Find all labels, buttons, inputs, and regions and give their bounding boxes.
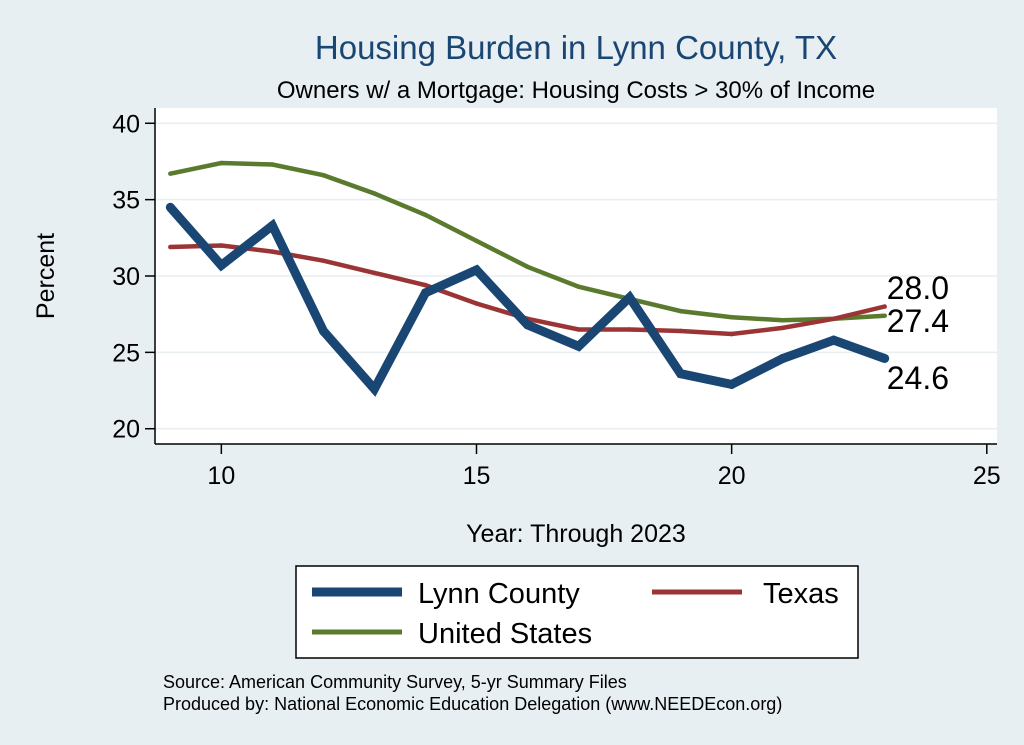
y-tick-label: 20: [112, 416, 140, 444]
data-point-united-states: [168, 171, 173, 176]
y-tick-label: 30: [112, 263, 140, 291]
data-point-united-states: [780, 318, 785, 323]
data-point-texas: [219, 243, 224, 248]
legend-label-united-states: United States: [418, 618, 592, 650]
data-point-lynn-county: [471, 265, 481, 275]
data-point-texas: [270, 249, 275, 254]
data-point-lynn-county: [880, 353, 890, 363]
data-point-united-states: [474, 238, 479, 244]
y-tick-label: 25: [112, 339, 140, 367]
producer-note: Produced by: National Economic Education…: [163, 694, 782, 714]
data-point-texas: [678, 328, 683, 334]
data-point-lynn-county: [165, 202, 175, 212]
end-label-lynn-county: 24.6: [887, 360, 949, 396]
data-point-texas: [831, 316, 836, 322]
x-tick-label: 10: [207, 462, 235, 490]
x-tick-label: 20: [718, 462, 746, 490]
data-point-united-states: [219, 160, 224, 166]
data-point-united-states: [423, 212, 428, 218]
data-point-lynn-county: [267, 221, 277, 231]
data-point-united-states: [576, 284, 581, 289]
x-tick-label: 25: [973, 462, 1001, 490]
data-point-lynn-county: [829, 335, 839, 345]
data-point-lynn-county: [216, 260, 226, 270]
data-point-texas: [372, 270, 377, 276]
x-axis-ticks: 10 15 20 25: [207, 444, 1001, 490]
data-point-texas: [576, 327, 581, 332]
data-point-united-states: [321, 172, 326, 178]
data-point-texas: [474, 301, 479, 306]
data-point-lynn-county: [318, 326, 328, 336]
data-point-texas: [168, 244, 173, 250]
data-point-united-states: [270, 162, 275, 167]
end-labels: 24.6 28.027.4: [887, 270, 949, 396]
data-point-lynn-county: [727, 379, 737, 389]
x-tick-label: 15: [463, 462, 491, 490]
data-point-united-states: [882, 313, 887, 318]
data-point-lynn-county: [420, 288, 430, 298]
data-point-texas: [729, 331, 734, 337]
legend-box: [295, 565, 859, 659]
data-point-united-states: [525, 264, 530, 270]
source-note: Source: American Community Survey, 5-yr …: [163, 672, 627, 692]
series-lines: [165, 160, 890, 397]
data-point-united-states: [678, 308, 683, 314]
data-point-texas: [321, 258, 326, 263]
y-tick-label: 40: [112, 110, 140, 138]
data-point-lynn-county: [523, 320, 533, 330]
data-point-texas: [627, 327, 632, 332]
legend-label-lynn-county: Lynn County: [418, 578, 580, 610]
data-point-lynn-county: [676, 369, 686, 379]
data-point-texas: [882, 304, 887, 309]
data-point-united-states: [372, 191, 377, 196]
data-point-lynn-county: [778, 353, 788, 363]
legend-label-texas: Texas: [763, 578, 839, 610]
data-point-united-states: [729, 314, 734, 320]
data-point-lynn-county: [574, 341, 584, 351]
chart-title: Housing Burden in Lynn County, TX: [315, 29, 837, 66]
end-label-texas: 28.0: [887, 270, 949, 306]
x-axis-title: Year: Through 2023: [466, 520, 686, 548]
data-point-texas: [423, 282, 428, 288]
y-axis-ticks: 20 25 30 35 40: [112, 110, 155, 444]
y-tick-label: 35: [112, 187, 140, 215]
data-point-texas: [780, 325, 785, 331]
data-point-lynn-county: [625, 292, 635, 302]
legend: Lynn County Texas United States: [295, 565, 859, 659]
end-label-united-states: 27.4: [887, 303, 949, 339]
data-point-lynn-county: [369, 384, 379, 394]
chart-subtitle: Owners w/ a Mortgage: Housing Costs > 30…: [277, 77, 875, 104]
y-axis-title: Percent: [32, 233, 60, 319]
